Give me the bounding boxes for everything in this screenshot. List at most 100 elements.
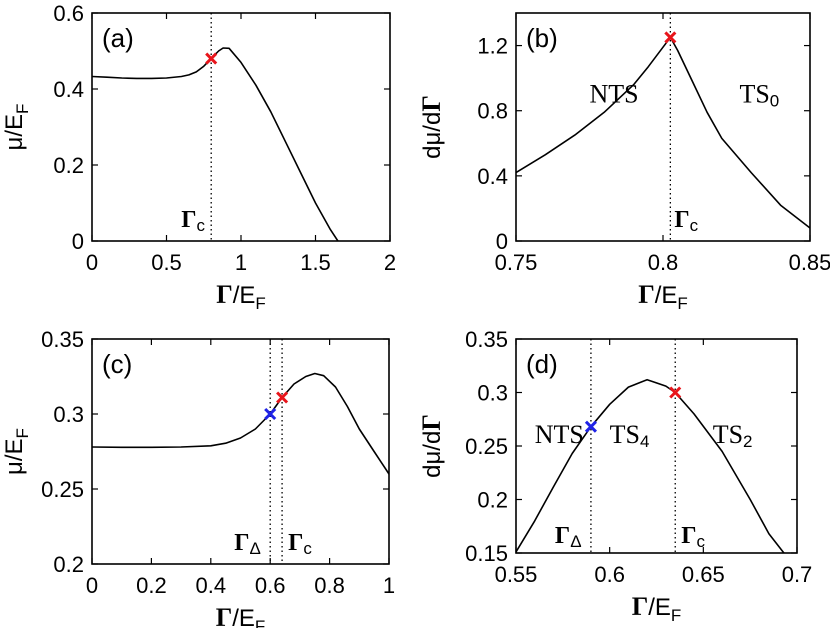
y-tick-label: 0.2 <box>53 552 84 577</box>
x-tick-label: 0.8 <box>314 573 345 598</box>
vline-label: Γc <box>288 530 312 558</box>
vline-label-subscript: c <box>690 216 699 235</box>
blue-cross-marker <box>264 407 277 421</box>
series-line <box>92 47 339 241</box>
x-tick-label: 0.75 <box>495 250 538 275</box>
y-tick-label: 0.2 <box>477 488 508 513</box>
x-axis-label: Γ/EF <box>216 280 266 313</box>
y-axis-label-text: dμ/d <box>419 431 446 478</box>
y-axis-label-text: dμ/d <box>419 112 446 159</box>
x-tick-label: 0 <box>86 573 98 598</box>
x-tick-label: 0.8 <box>648 250 679 275</box>
region-label-text: NTS <box>590 80 639 109</box>
y-axis-label-symbol: μ <box>1 137 28 151</box>
vline-label-subscript: Δ <box>249 539 260 558</box>
y-tick-label: 0.4 <box>53 77 84 102</box>
y-tick-label: 1.2 <box>477 34 508 59</box>
y-tick-label: 0.3 <box>477 381 508 406</box>
vline-label-subscript: Δ <box>570 532 581 551</box>
marker-stroke <box>264 407 277 421</box>
y-tick-label: 0 <box>72 229 84 254</box>
y-axis-label: μ/EF <box>1 428 32 475</box>
y-axis-label-text: /E <box>1 114 28 137</box>
region-label-text: NTS <box>535 420 584 449</box>
x-tick-label: 0.4 <box>196 573 227 598</box>
x-tick-label: 0.6 <box>594 562 625 587</box>
region-label: NTS <box>590 80 639 109</box>
marker-stroke <box>584 420 597 433</box>
y-tick-label: 0.6 <box>53 1 84 26</box>
y-tick-label: 0 <box>496 229 508 254</box>
x-axis-label-symbol: Γ <box>216 603 233 628</box>
region-label-subscript: 0 <box>770 92 779 111</box>
red-cross-marker <box>276 391 289 404</box>
y-axis-label: dμ/dΓ <box>417 414 446 478</box>
series-line <box>92 372 389 475</box>
vline-label-symbol: Γ <box>234 530 249 556</box>
plot-frame <box>91 338 390 565</box>
region-label: TS4 <box>610 420 650 451</box>
x-tick-label: 0.5 <box>151 250 182 275</box>
x-axis-label-subscript: F <box>671 606 681 625</box>
y-axis-label-symbol: Γ <box>417 414 446 431</box>
red-cross-marker <box>669 386 682 399</box>
vline-label: Γc <box>674 207 698 235</box>
x-axis-label-text: /E <box>233 282 256 309</box>
x-axis-label-symbol: Γ <box>638 280 655 309</box>
vline-label-symbol: Γ <box>555 523 570 549</box>
red-cross-marker <box>205 52 218 65</box>
panel-d: 0.55 0.6 0.65 0.70.150.20.250.30.35Γ/EFdμ/d… <box>417 327 812 625</box>
y-tick-label: 0.4 <box>477 164 508 189</box>
x-tick-label: 0.2 <box>136 573 167 598</box>
series-line <box>516 378 785 553</box>
vline-label-symbol: Γ <box>181 207 196 233</box>
blue-cross-marker <box>584 420 597 433</box>
x-tick-label: 0.6 <box>255 573 286 598</box>
vline-label: Γc <box>181 207 205 235</box>
panel-label: (b) <box>526 23 558 53</box>
region-label-subscript: 4 <box>640 432 649 451</box>
x-axis-label: Γ/EF <box>632 592 682 625</box>
y-tick-label: 0.25 <box>41 477 84 502</box>
y-tick-label: 0.8 <box>477 99 508 124</box>
y-axis-label-symbol: μ <box>1 461 28 475</box>
x-tick-label: 1 <box>383 573 395 598</box>
marker-stroke <box>276 391 289 404</box>
x-tick-label: 0.85 <box>789 250 830 275</box>
x-tick-label: 0.55 <box>495 562 538 587</box>
red-cross-marker <box>664 31 677 44</box>
x-tick-label: 0 <box>86 250 98 275</box>
x-axis-label-symbol: Γ <box>216 280 233 309</box>
vline-label: ΓΔ <box>555 523 582 551</box>
y-tick-label: 0.15 <box>465 541 508 566</box>
region-label: TS2 <box>713 420 753 451</box>
vline-label-subscript: c <box>697 532 706 551</box>
panel-label: (d) <box>526 349 558 379</box>
x-tick-label: 2 <box>384 250 396 275</box>
y-axis-label-text: /E <box>1 438 28 461</box>
y-tick-label: 0.25 <box>465 434 508 459</box>
x-axis-label-text: /E <box>648 594 671 621</box>
marker-stroke <box>669 386 682 399</box>
x-tick-label: 1 <box>235 250 247 275</box>
x-axis-label-subscript: F <box>255 617 265 628</box>
x-axis-label: Γ/EF <box>638 280 688 313</box>
x-tick-label: 0.7 <box>782 562 813 587</box>
vline-label: Γc <box>681 523 705 551</box>
vline-label-subscript: c <box>196 216 205 235</box>
vline-label-subscript: c <box>303 539 312 558</box>
vline-label-symbol: Γ <box>288 530 303 556</box>
marker-stroke <box>205 52 218 65</box>
y-tick-label: 0.2 <box>53 153 84 178</box>
region-label-text: TS <box>610 420 640 449</box>
plot-frame <box>91 12 391 242</box>
region-label-subscript: 2 <box>743 432 752 451</box>
y-axis-label: dμ/dΓ <box>417 95 446 159</box>
y-axis-label-subscript: F <box>13 428 32 438</box>
x-tick-label: 1.5 <box>300 250 331 275</box>
y-tick-label: 0.3 <box>53 402 84 427</box>
